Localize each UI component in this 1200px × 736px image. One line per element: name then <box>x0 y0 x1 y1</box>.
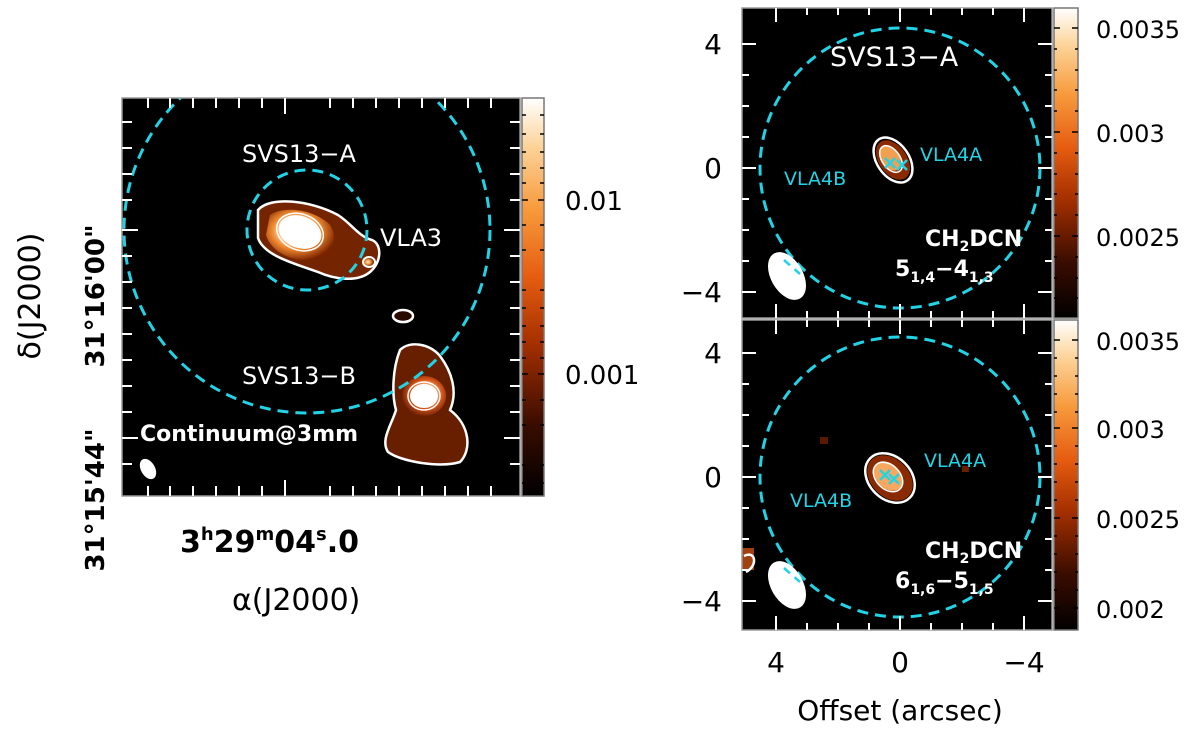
bottom-xtick-0: 0 <box>891 646 909 679</box>
bottom-label-vla4b: VLA4B <box>790 490 852 512</box>
continuum-cbar-tick-0.01: 0.01 <box>565 187 623 217</box>
source-label-svs13b: SVS13−B <box>242 362 356 390</box>
top-transition-label: 51,4−41,3 <box>895 257 994 286</box>
ch2dcn-616-panel: VLA4A VLA4B CH2DCN 61,6−51,5 <box>741 319 1053 631</box>
top-panel-title: SVS13−A <box>830 42 959 73</box>
bottom-colorbar: 0.0035 0.003 0.0025 0.002 <box>1053 319 1180 631</box>
top-cbar-tick-0.003: 0.003 <box>1096 120 1165 148</box>
top-cbar-tick-0.0025: 0.0025 <box>1096 224 1180 252</box>
bottom-transition-label: 61,6−51,5 <box>895 569 994 598</box>
bottom-ytick-0: 0 <box>704 461 722 494</box>
ch2dcn-514-panel: SVS13−A VLA4A VLA4B CH2DCN 51,4−41,3 <box>741 7 1053 319</box>
continuum-xtick-label: 3h29m04s.0 <box>180 524 359 560</box>
bottom-cbar-tick-0.003: 0.003 <box>1096 416 1165 444</box>
bottom-ytick-neg4: −4 <box>681 585 722 618</box>
top-label-vla4a: VLA4A <box>920 144 982 166</box>
continuum-minor-ticks <box>122 98 520 496</box>
bottom-xticks: 4 0 −4 <box>767 646 1045 679</box>
top-label-vla4b: VLA4B <box>784 168 846 190</box>
continuum-xlabel: α(J2000) <box>232 583 360 618</box>
bottom-label-vla4a: VLA4A <box>924 450 986 472</box>
continuum-ytick-top: 31°16'00" <box>81 224 111 367</box>
bottom-yticks: 4 0 −4 <box>681 337 722 618</box>
top-yticks: 4 0 −4 <box>681 28 722 309</box>
top-cbar-tick-0.0035: 0.0035 <box>1096 16 1180 44</box>
bottom-cbar-tick-0.0035: 0.0035 <box>1096 328 1180 356</box>
top-ytick-neg4: −4 <box>681 276 722 309</box>
continuum-title: Continuum@3mm <box>140 422 358 447</box>
continuum-panel: SVS13−A SVS13−B VLA3 Continuum@3mm <box>121 97 521 497</box>
continuum-cbar-tick-0.001: 0.001 <box>565 361 639 391</box>
bottom-xtick-4: 4 <box>767 646 785 679</box>
continuum-emission <box>122 98 492 480</box>
bottom-cbar-tick-0.002: 0.002 <box>1096 596 1165 624</box>
source-label-vla3: VLA3 <box>380 224 442 252</box>
continuum-colorbar: 0.01 0.001 <box>521 97 639 497</box>
top-colorbar: 0.0035 0.003 0.0025 <box>1053 7 1180 319</box>
continuum-ytick-bottom: 31°15'44" <box>81 428 111 571</box>
top-molecule-label: CH2DCN <box>925 227 1022 255</box>
bottom-cbar-tick-0.0025: 0.0025 <box>1096 506 1180 534</box>
continuum-ylabel: δ(J2000) <box>13 233 48 360</box>
bottom-molecule-label: CH2DCN <box>925 539 1022 567</box>
bottom-ytick-4: 4 <box>704 337 722 370</box>
offset-xlabel: Offset (arcsec) <box>797 694 1003 727</box>
source-label-svs13a: SVS13−A <box>242 140 357 168</box>
top-ytick-0: 0 <box>704 152 722 185</box>
top-ytick-4: 4 <box>704 28 722 61</box>
bottom-xtick-neg4: −4 <box>1003 646 1044 679</box>
